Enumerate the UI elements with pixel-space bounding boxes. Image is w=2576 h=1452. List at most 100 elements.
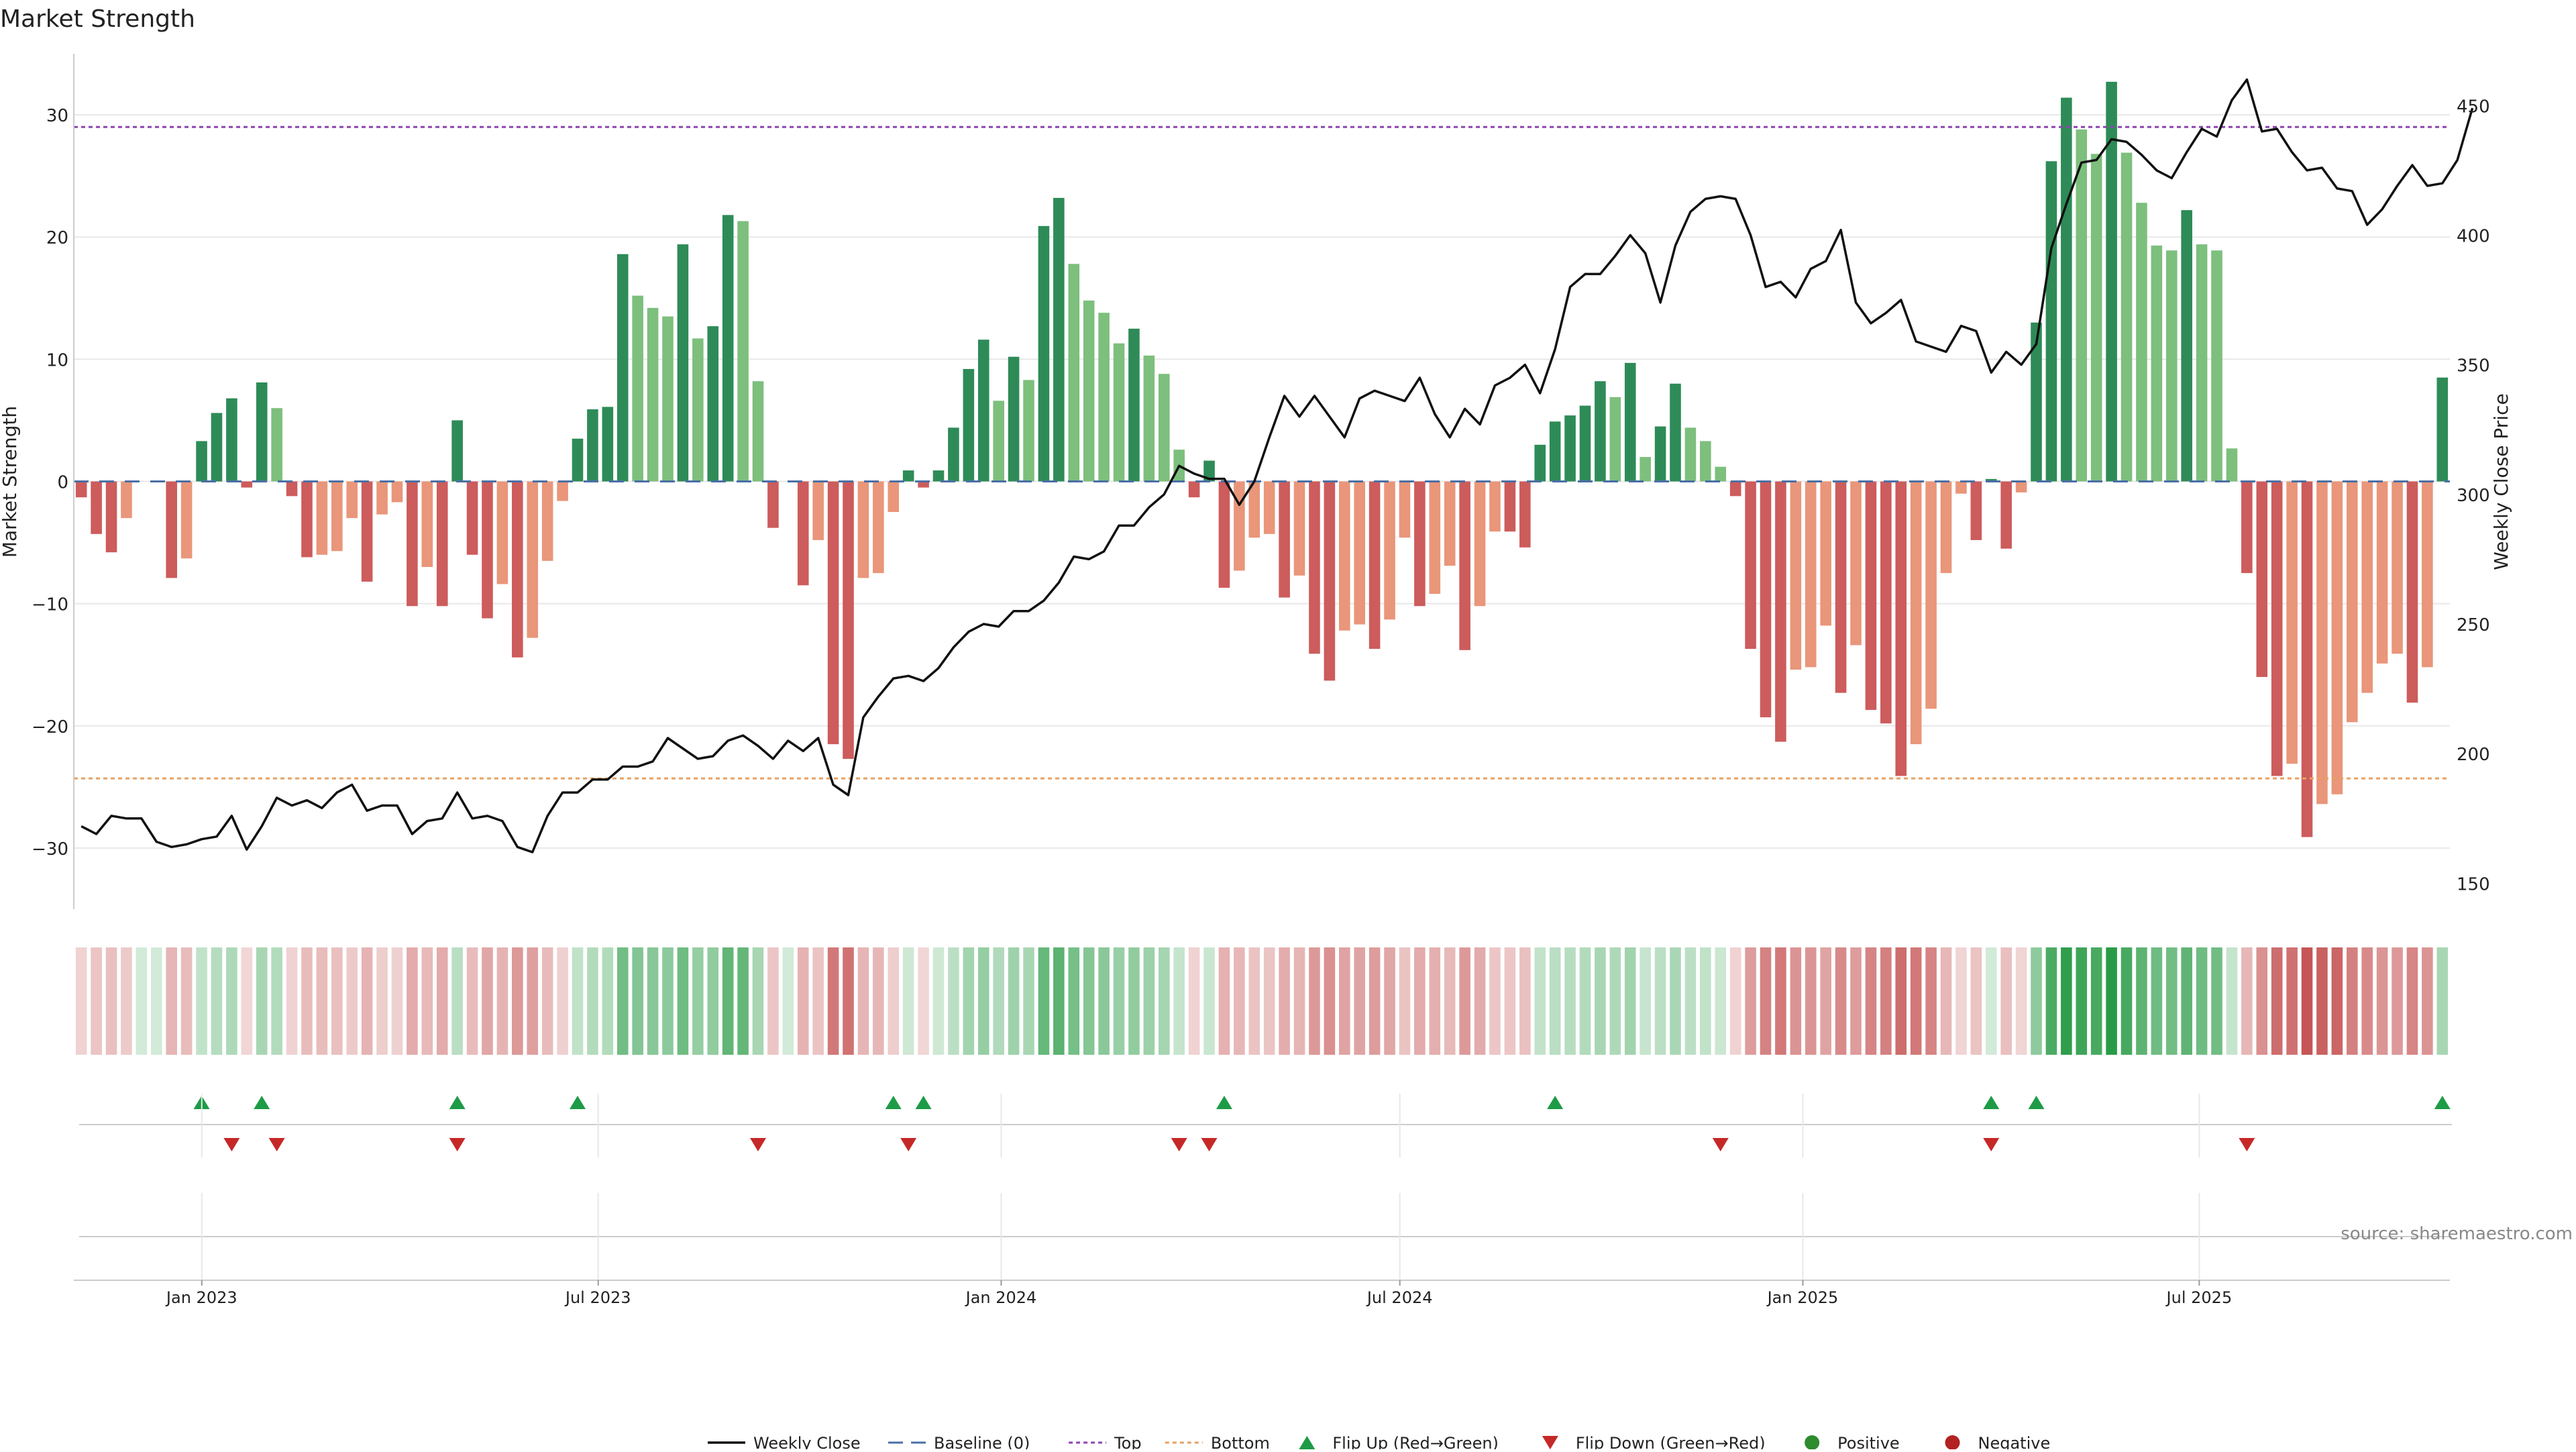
heat-cell [1128, 947, 1140, 1055]
flip-down-marker [900, 1138, 917, 1151]
strength-bar [1805, 481, 1817, 668]
strength-bar [2392, 481, 2403, 654]
heat-cell [211, 947, 223, 1055]
heat-cell [180, 947, 193, 1055]
legend-label: Positive [1837, 1434, 1900, 1449]
heat-cell [1910, 947, 1922, 1055]
heat-cell [1504, 947, 1516, 1055]
strength-bar [1910, 481, 1922, 745]
heat-cell [1234, 947, 1245, 1055]
heat-cell [166, 947, 178, 1055]
heat-cell [1775, 947, 1786, 1055]
heat-cell [1384, 947, 1395, 1055]
right-axis: 150 200 250 300 350 400 450 [2457, 97, 2490, 894]
heat-cell [1429, 947, 1441, 1055]
heat-cell [1805, 947, 1817, 1055]
heat-cell [2256, 947, 2268, 1055]
strength-bar [1624, 362, 1636, 482]
heat-cell [632, 947, 643, 1055]
strength-bar [1324, 481, 1336, 681]
heat-cell [1218, 947, 1230, 1055]
heat-cell [541, 947, 553, 1055]
left-tick-label: 30 [46, 106, 68, 126]
heat-cell [2286, 947, 2298, 1055]
flip-up-marker [569, 1096, 586, 1109]
heat-cell [1865, 947, 1877, 1055]
strength-bar [1083, 300, 1095, 482]
strength-bar [1985, 478, 1997, 482]
heat-cell [2196, 947, 2208, 1055]
heat-cell [391, 947, 403, 1055]
strength-bar [1263, 481, 1275, 534]
strength-bar [1188, 481, 1200, 498]
strength-bar [2181, 210, 2192, 482]
strength-bar [226, 398, 237, 482]
x-tick-label: Jan 2023 [165, 1288, 237, 1307]
heat-cell [707, 947, 719, 1055]
heat-cell [1519, 947, 1531, 1055]
strength-bar [993, 401, 1004, 482]
heat-cell [1474, 947, 1486, 1055]
strength-bar [1068, 264, 1080, 482]
strength-bar [557, 481, 568, 501]
strength-bar [977, 340, 989, 482]
strength-bar [2376, 481, 2388, 664]
heat-cell [2376, 947, 2388, 1055]
strength-bar [2061, 97, 2072, 482]
legend-positive-swatch [1805, 1435, 1820, 1450]
strength-bar [196, 441, 207, 482]
heat-cell [902, 947, 914, 1055]
heat-cell [2031, 947, 2042, 1055]
strength-bar [1534, 444, 1546, 482]
strength-bar [1504, 481, 1516, 532]
strength-bar [1128, 328, 1140, 482]
strength-bar [1474, 481, 1486, 607]
strength-bar [2346, 481, 2358, 723]
heat-cell [2301, 947, 2313, 1055]
right-tick-label: 450 [2457, 97, 2490, 117]
heat-cell [1564, 947, 1576, 1055]
heat-cell [1279, 947, 1290, 1055]
strength-bar [1008, 356, 1020, 482]
strength-bar [767, 481, 779, 528]
strength-bar [2226, 448, 2238, 482]
heat-cell [616, 947, 629, 1055]
strength-bar [2286, 481, 2298, 764]
heat-cell [888, 947, 900, 1055]
flip-up-marker [1983, 1096, 2000, 1109]
x-axis: Jan 2023 Jul 2023 Jan 2024 Jul 2024 Jan 2025… [74, 1280, 2450, 1307]
strength-bar [677, 244, 689, 482]
strength-bar [1023, 380, 1034, 482]
strength-bar [1670, 383, 1681, 482]
heat-cell [1339, 947, 1350, 1055]
strength-bar [1955, 481, 1967, 494]
heat-cell [2271, 947, 2283, 1055]
lower-panels [79, 1094, 2452, 1280]
heat-cell [1609, 947, 1621, 1055]
strength-bar [256, 382, 268, 482]
strength-bar [1218, 481, 1230, 588]
legend-label: Baseline (0) [934, 1434, 1030, 1449]
strength-bar [1279, 481, 1290, 598]
legend: Weekly Close Baseline (0) Top Bottom Flip Up… [708, 1434, 2051, 1452]
legend-label: Negative [1978, 1434, 2051, 1449]
heat-cell [2422, 947, 2433, 1055]
heat-cell [1729, 947, 1741, 1055]
legend-label: Bottom [1211, 1434, 1270, 1449]
heat-cell [1760, 947, 1772, 1055]
heat-cell [1925, 947, 1937, 1055]
strength-bar [1203, 460, 1215, 482]
flip-up-marker [1547, 1096, 1564, 1109]
weekly-close-line [80, 78, 2474, 853]
strength-bar [1038, 225, 1050, 482]
strength-bar [647, 307, 659, 482]
heat-cell [1203, 947, 1215, 1055]
heat-cell [843, 947, 854, 1055]
heat-cell [2045, 947, 2057, 1055]
heat-cell [1489, 947, 1501, 1055]
left-tick-label: 20 [46, 228, 68, 248]
heat-cell [2331, 947, 2343, 1055]
heat-cell [1354, 947, 1366, 1055]
strength-bar [2316, 481, 2328, 805]
heat-cell [1444, 947, 1456, 1055]
